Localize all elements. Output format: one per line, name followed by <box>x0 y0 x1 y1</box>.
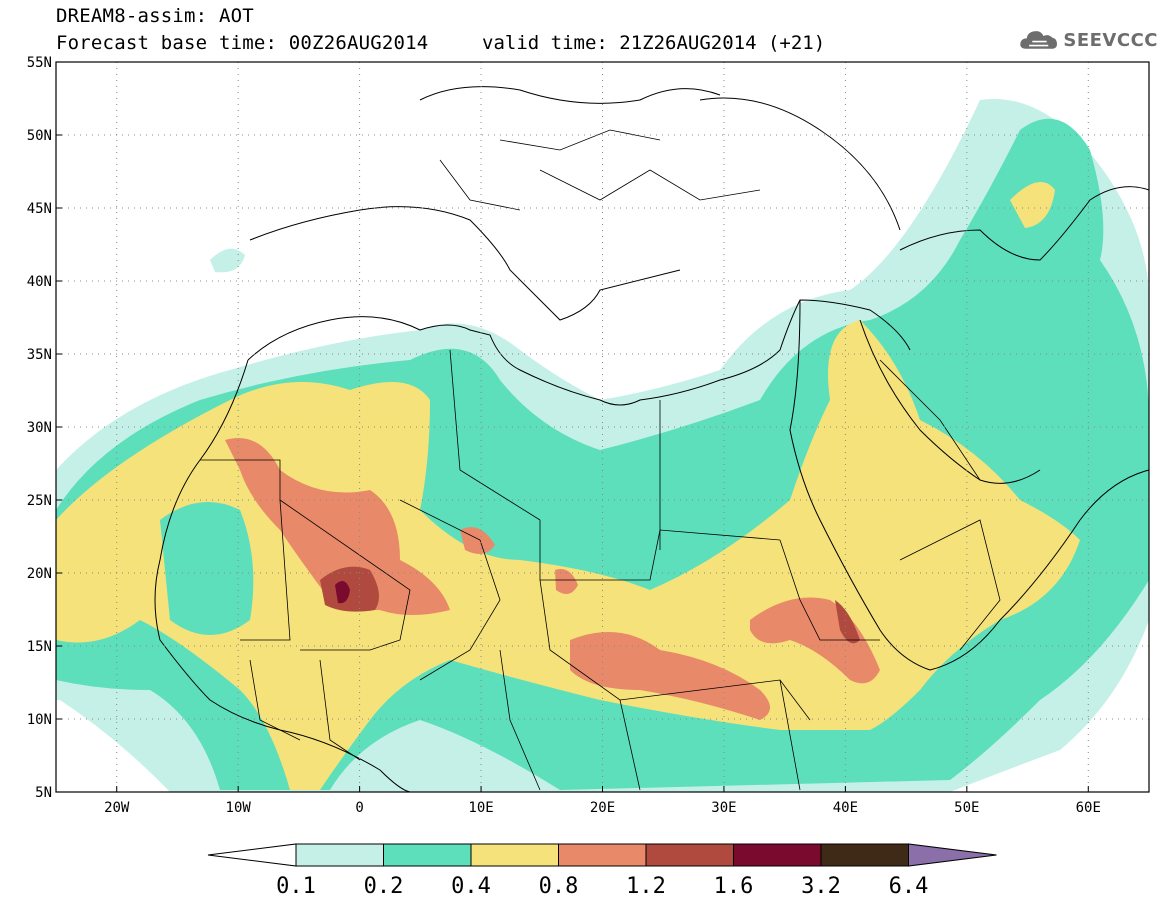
valid-time: valid time: 21Z26AUG2014 (+21) <box>482 32 826 54</box>
colorbar-swatch <box>820 843 909 867</box>
longitude-labels: 20W 10W 0 10E 20E 30E 40E 50E 60E <box>104 800 1101 816</box>
aot-band-0.2-gap <box>160 502 254 635</box>
lat-tick-label: 40N <box>27 274 52 290</box>
aot-band-1.6 <box>335 581 350 604</box>
lon-tick-label: 60E <box>1076 800 1101 816</box>
map-title: DREAM8-assim: AOT <box>56 5 254 27</box>
colorbar-level-label: 0.2 <box>364 874 404 899</box>
colorbar-swatch <box>558 843 647 867</box>
aot-field <box>56 99 1149 792</box>
lat-tick-label: 15N <box>27 639 52 655</box>
seevccc-logo: SEEVCCC <box>1018 22 1158 58</box>
lon-tick-label: 20W <box>104 800 130 816</box>
graticule <box>56 61 1149 793</box>
forecast-base-time: Forecast base time: 00Z26AUG2014 <box>56 32 429 54</box>
lat-tick-label: 55N <box>27 55 52 71</box>
lat-tick-label: 45N <box>27 201 52 217</box>
colorbar: 0.1 0.2 0.4 0.8 1.2 1.6 3.2 6.4 <box>207 843 997 899</box>
lat-tick-label: 5N <box>35 785 52 801</box>
lon-tick-label: 50E <box>954 800 979 816</box>
aot-band-0.8-patch2 <box>460 527 495 554</box>
colorbar-level-label: 6.4 <box>889 874 929 899</box>
lat-tick-label: 35N <box>27 347 52 363</box>
lon-tick-label: 0 <box>355 800 363 816</box>
lon-tick-label: 10E <box>468 800 493 816</box>
aot-band-0.4-north <box>1010 182 1055 228</box>
lon-tick-label: 20E <box>590 800 615 816</box>
lat-tick-label: 10N <box>27 712 52 728</box>
colorbar-under-arrow <box>207 843 297 867</box>
colorbar-swatch <box>295 843 384 867</box>
colorbar-level-label: 0.4 <box>451 874 491 899</box>
aot-band-0.8-patch <box>555 569 578 594</box>
lon-tick-label: 30E <box>711 800 736 816</box>
cloud-icon <box>1020 31 1057 49</box>
colorbar-level-label: 1.2 <box>626 874 666 899</box>
map-frame <box>55 61 1150 793</box>
logo-text: SEEVCCC <box>1063 29 1158 51</box>
colorbar-level-label: 0.1 <box>276 874 316 899</box>
colorbar-swatch <box>383 843 472 867</box>
lat-tick-label: 30N <box>27 420 52 436</box>
aot-band-0.8-sahel <box>570 632 770 720</box>
colorbar-over-arrow <box>908 843 997 867</box>
lon-tick-label: 10W <box>226 800 252 816</box>
colorbar-swatch <box>470 843 559 867</box>
aot-band-0.8 <box>225 438 450 615</box>
lat-tick-label: 20N <box>27 566 52 582</box>
lon-tick-label: 40E <box>833 800 858 816</box>
colorbar-swatch <box>645 843 734 867</box>
colorbar-swatch <box>733 843 822 867</box>
lat-tick-label: 25N <box>27 493 52 509</box>
colorbar-level-label: 3.2 <box>801 874 841 899</box>
aot-band-0.4 <box>56 320 1080 790</box>
colorbar-level-label: 1.6 <box>714 874 754 899</box>
aot-band-1.2-east <box>835 600 860 644</box>
latitude-labels: 55N 50N 45N 40N 35N 30N 25N 20N 15N 10N 5N <box>27 55 52 801</box>
aot-band-0.1-patch <box>210 248 245 273</box>
country-borders <box>200 129 1001 791</box>
colorbar-level-label: 0.8 <box>539 874 579 899</box>
lat-tick-label: 50N <box>27 128 52 144</box>
